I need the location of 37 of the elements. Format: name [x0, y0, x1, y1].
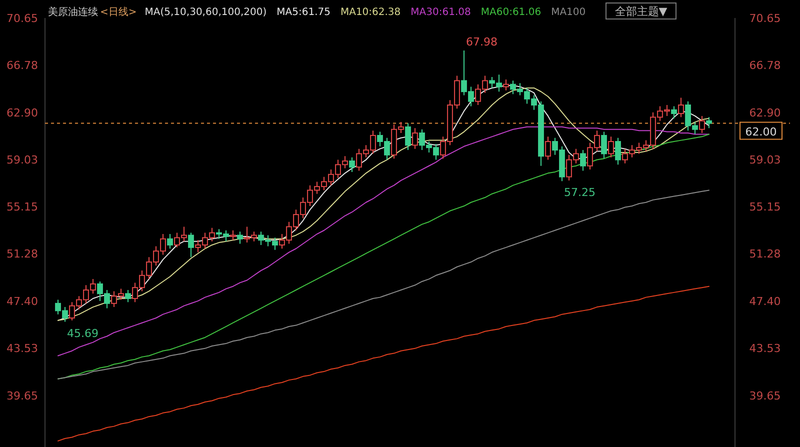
line-series — [58, 190, 710, 380]
text: MA10:62.38 — [340, 7, 401, 18]
y2-tick-label: 43.53 — [749, 342, 781, 356]
candlestick — [671, 106, 677, 119]
y2-tick-label: 66.78 — [749, 59, 781, 72]
y2-tick-label: 59.03 — [749, 153, 781, 166]
text: MA60:61.06 — [480, 7, 542, 18]
y-tick-label: 70.65 — [6, 12, 38, 25]
y-tick-label: 55.15 — [6, 200, 38, 214]
y-tick-label: 59.03 — [6, 153, 38, 166]
y2-tick-label: 55.15 — [749, 200, 781, 214]
chart-title: 美原油连续 — [48, 6, 98, 18]
y-tick-label: 62.90 — [6, 106, 38, 120]
annotation: 全部主题▼ — [614, 5, 668, 18]
y2-tick-label: 47.40 — [749, 294, 781, 308]
candlestick — [545, 136, 551, 160]
line-series — [58, 286, 710, 442]
annotation: MA(5,10,30,60,100,200) — [144, 7, 267, 18]
annotation: 67.98 — [466, 35, 498, 48]
y-tick-label: 51.28 — [6, 248, 38, 261]
y2-tick-label: 70.65 — [749, 12, 781, 25]
candlestick — [412, 128, 418, 150]
y-tick-label: 47.40 — [6, 294, 38, 308]
chart-subtitle: <日线> — [100, 6, 137, 18]
y2-tick-label: 51.28 — [749, 248, 781, 261]
y-tick-label: 43.53 — [6, 342, 38, 356]
text: MA5:61.75 — [276, 7, 330, 18]
text: MA100 — [551, 7, 586, 18]
y2-tick-label: 39.65 — [749, 389, 781, 402]
y2-tick-label: 62.90 — [749, 106, 781, 120]
y-tick-label: 66.78 — [6, 59, 38, 72]
ref-line-label: 62.00 — [745, 125, 777, 138]
candlestick — [608, 136, 614, 158]
text: MA30:61.08 — [410, 7, 471, 18]
y-tick-label: 39.65 — [6, 389, 38, 402]
annotation: 45.69 — [67, 326, 98, 340]
annotation: 57.25 — [564, 186, 596, 200]
